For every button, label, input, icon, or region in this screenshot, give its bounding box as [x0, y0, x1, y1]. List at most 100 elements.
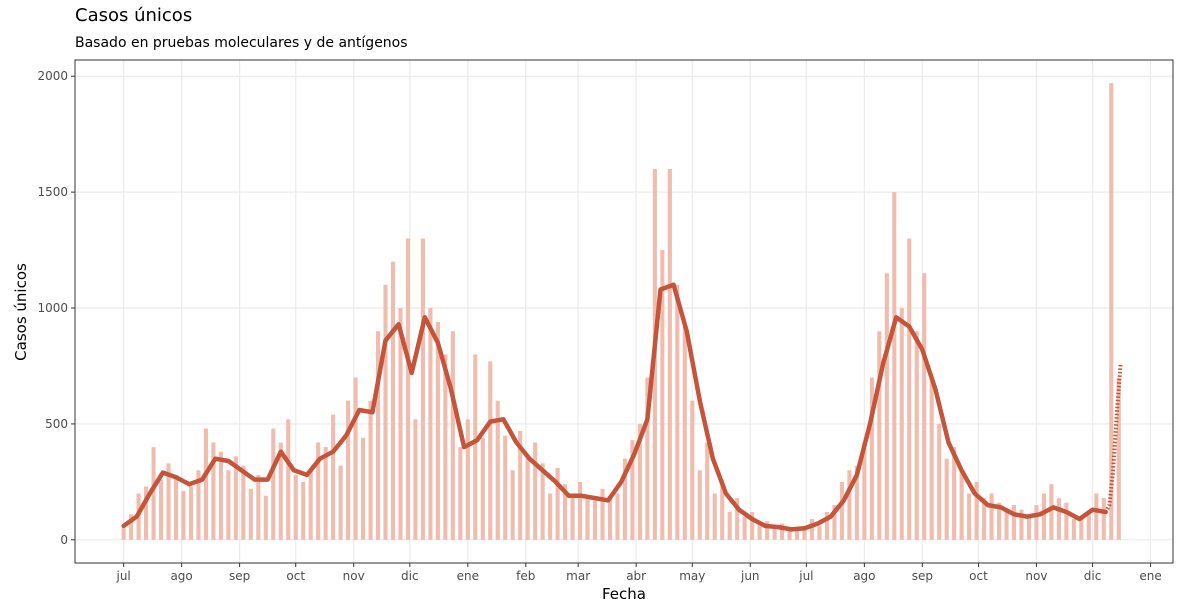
bar [996, 502, 1002, 540]
bar [824, 512, 830, 540]
bar [480, 437, 485, 540]
bar [278, 442, 283, 540]
bar [967, 493, 972, 540]
bar [413, 419, 418, 540]
bar [338, 465, 343, 540]
bar [1019, 509, 1024, 540]
bar [218, 451, 223, 540]
bar [271, 428, 276, 540]
bars [121, 83, 1121, 540]
bar [151, 447, 156, 540]
bar [607, 495, 613, 540]
bar [308, 470, 313, 540]
x-tick-label: may [679, 569, 705, 583]
y-tick-label: 2000 [37, 69, 68, 83]
bar [877, 331, 882, 540]
bar [465, 419, 470, 540]
bar [510, 470, 515, 540]
bar [233, 456, 238, 540]
bar [518, 430, 523, 540]
bar [600, 488, 605, 540]
bar [263, 495, 268, 540]
bar [1049, 484, 1054, 540]
bar [458, 447, 463, 540]
bar [772, 525, 777, 540]
bar [181, 491, 186, 540]
y-tick-label: 1000 [37, 301, 68, 315]
bar [675, 284, 680, 540]
bar [353, 377, 358, 540]
bar [899, 308, 904, 540]
x-tick-label: ago [170, 569, 192, 583]
y-tick-label: 0 [60, 533, 68, 547]
bar [1116, 377, 1121, 540]
bar [809, 518, 815, 540]
bar [1079, 516, 1084, 540]
bar [869, 377, 874, 540]
x-tick-label: ene [457, 569, 479, 583]
x-tick-label: nov [343, 569, 365, 583]
bar [346, 400, 351, 540]
bar [1071, 518, 1076, 540]
bar [832, 505, 837, 540]
plot-border [74, 59, 1174, 564]
bar [727, 512, 732, 540]
bar [577, 481, 583, 540]
bar [847, 470, 852, 540]
bar [787, 530, 792, 540]
x-tick-label: dic [1084, 569, 1102, 583]
bar [1004, 512, 1009, 540]
bar [241, 465, 246, 540]
bar [203, 428, 208, 540]
bar [173, 474, 179, 540]
bar [158, 479, 164, 540]
bar [1101, 498, 1106, 540]
y-tick-label: 1500 [37, 185, 68, 199]
bar [929, 377, 934, 540]
bar [637, 423, 642, 540]
bar [839, 481, 844, 540]
bar [361, 437, 366, 540]
bar [503, 435, 508, 540]
bar [383, 284, 388, 540]
bar [226, 470, 231, 540]
bar [592, 500, 598, 540]
y-axis-label: Casos únicos [12, 263, 30, 361]
bar [488, 361, 493, 540]
bar [1011, 505, 1017, 540]
x-tick-label: sep [912, 569, 933, 583]
bar [420, 238, 425, 540]
chart-subtitle: Basado en pruebas moleculares y de antíg… [75, 35, 408, 51]
bar [293, 474, 298, 540]
bar [1056, 498, 1061, 540]
bar [622, 458, 627, 540]
bar [129, 514, 134, 540]
bar [854, 465, 859, 540]
x-tick-label: feb [516, 569, 535, 583]
bar [735, 498, 740, 540]
x-tick-label: abr [626, 569, 646, 583]
bar [742, 516, 747, 540]
bar [690, 400, 695, 540]
bar [720, 479, 725, 540]
bar [286, 419, 291, 540]
bar [989, 493, 994, 540]
bar [196, 470, 201, 540]
bar [974, 481, 979, 540]
bar [907, 238, 912, 540]
bar [405, 238, 411, 540]
bar [862, 442, 867, 540]
bar [697, 470, 702, 540]
x-tick-label: ago [853, 569, 875, 583]
bar [301, 481, 306, 540]
bar [884, 273, 889, 540]
x-tick-label: oct [969, 569, 988, 583]
bar [1109, 83, 1114, 540]
bar [892, 192, 897, 540]
bar [982, 498, 987, 540]
bar [211, 442, 216, 540]
bar [398, 308, 403, 540]
bar [794, 528, 800, 540]
x-tick-label: dic [401, 569, 419, 583]
bar [959, 470, 964, 540]
